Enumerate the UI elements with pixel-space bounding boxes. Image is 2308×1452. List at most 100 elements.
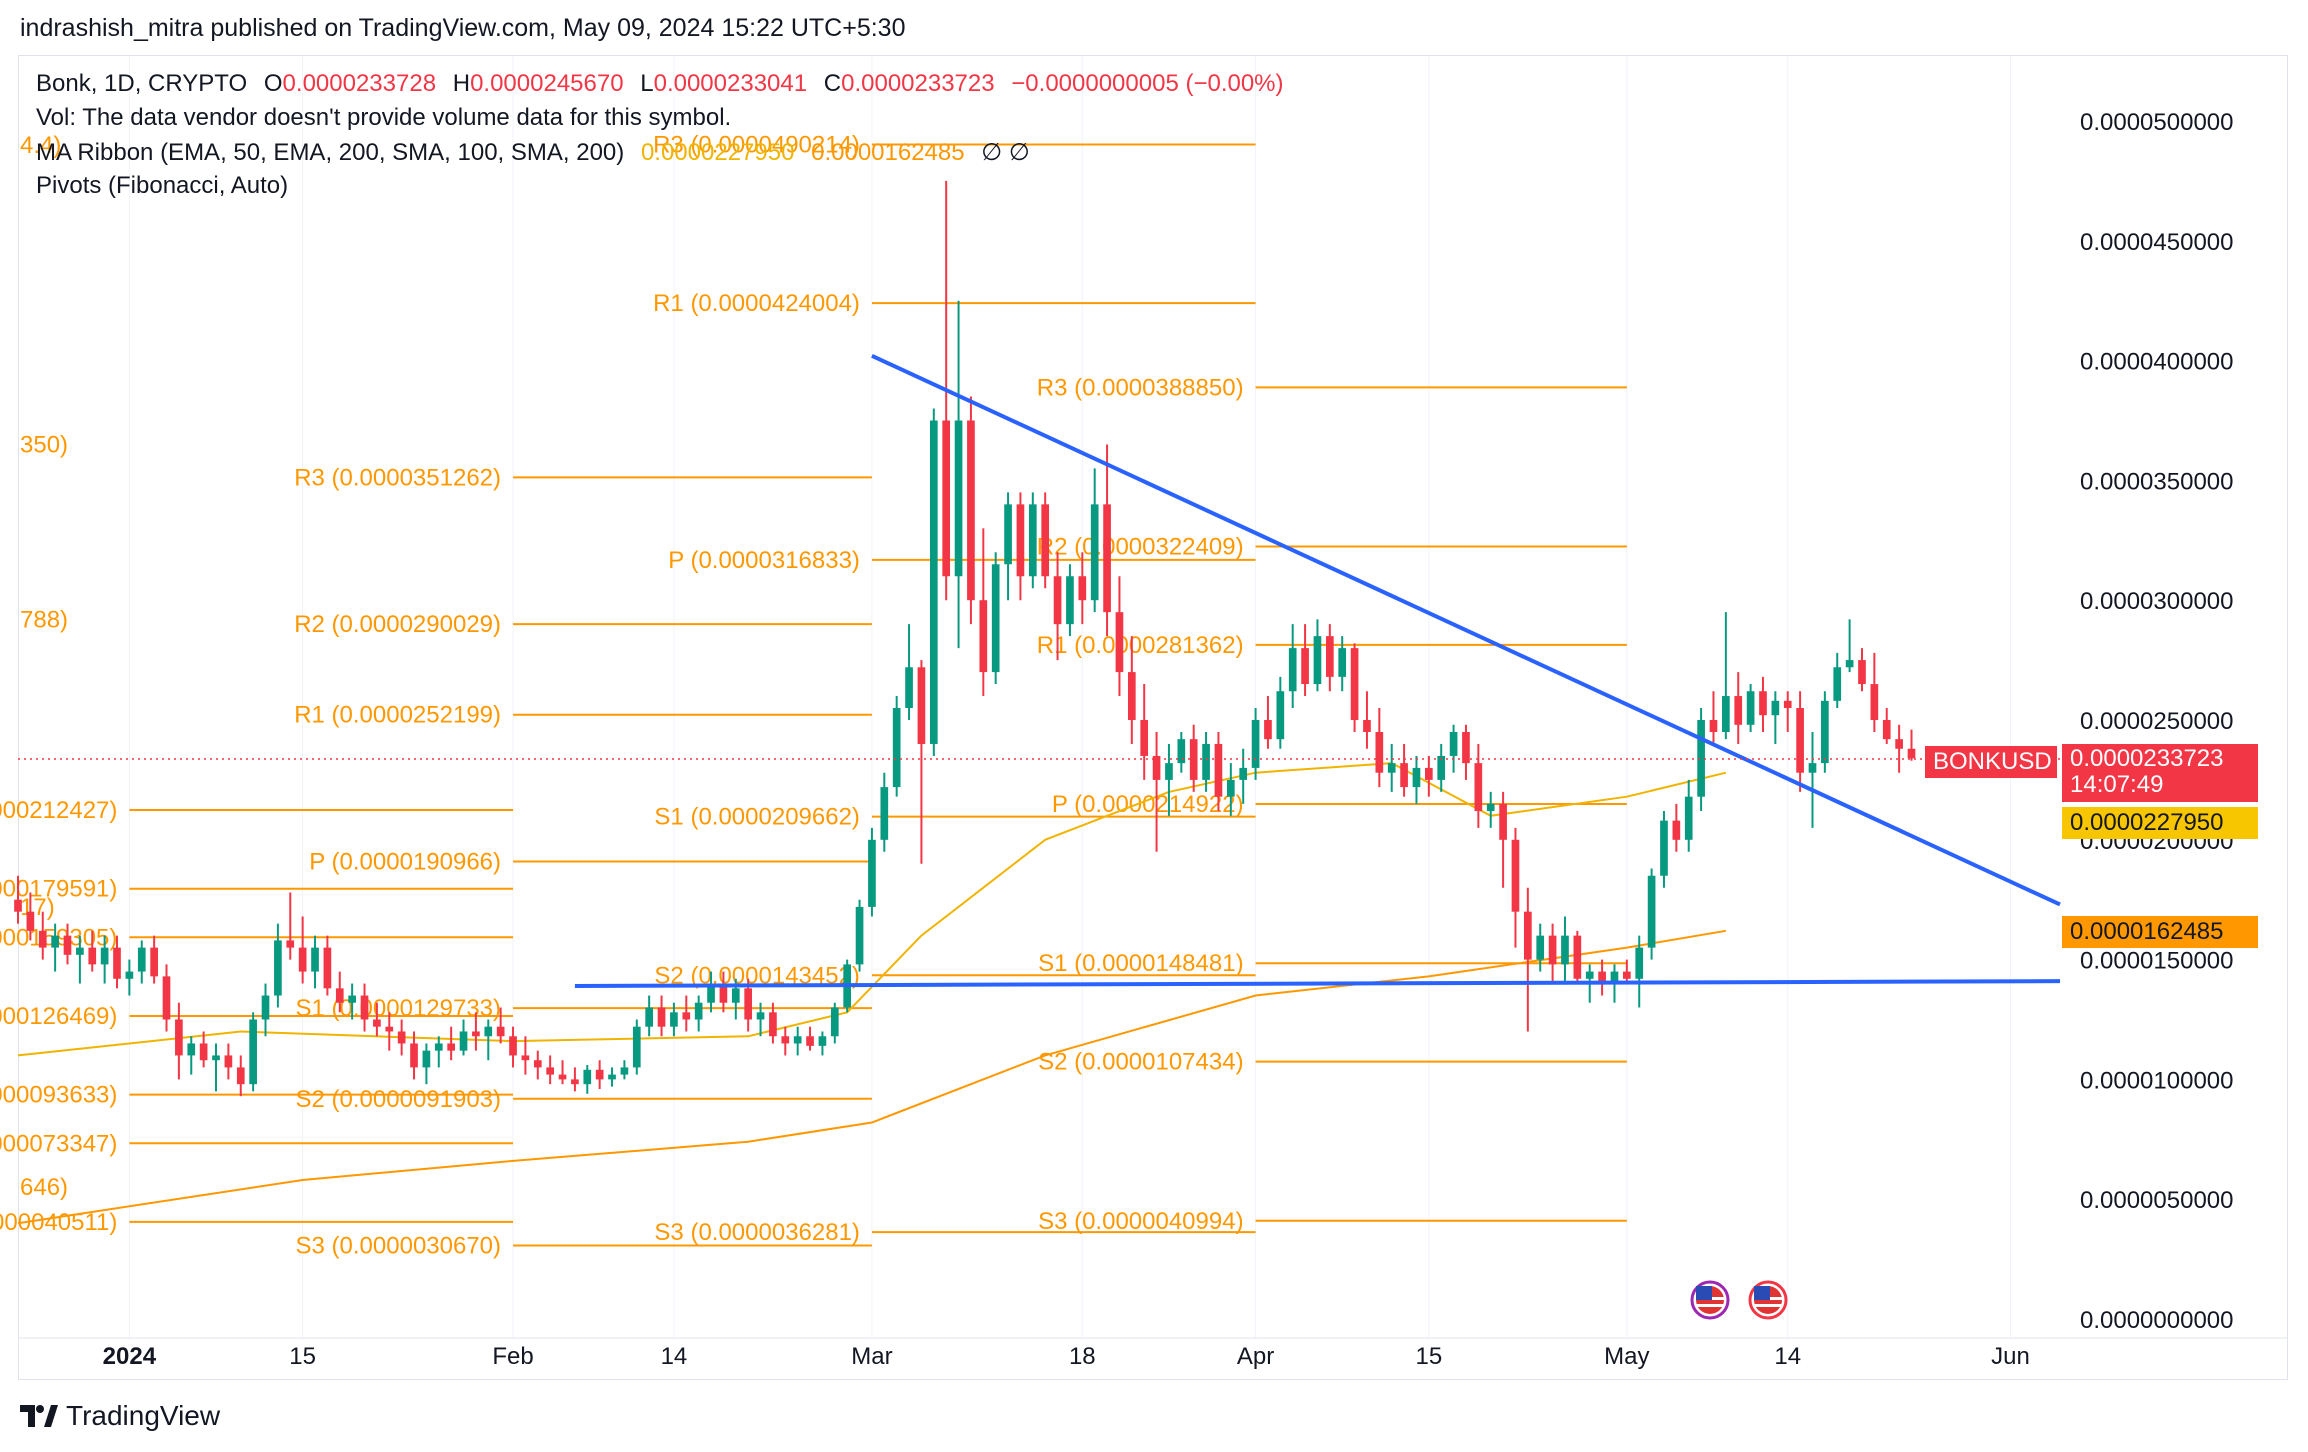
legend-ma1-value: 0.0000227950: [640, 139, 795, 166]
candle-body: [1028, 504, 1037, 577]
candle-body: [1400, 763, 1408, 788]
candle-body: [595, 1069, 604, 1080]
candle-body: [1486, 803, 1495, 812]
candle-body: [1078, 576, 1087, 601]
candle-body: [1363, 720, 1371, 732]
x-tick-label: 14: [661, 1343, 688, 1370]
candle-body: [1338, 648, 1347, 677]
symbol-price-tag: BONKUSD: [1925, 746, 2057, 778]
candle-body: [942, 420, 951, 577]
candle-body: [892, 708, 901, 788]
candle-body: [645, 1007, 654, 1027]
candle-body: [1524, 911, 1532, 960]
candle-body: [744, 988, 753, 1020]
candle-body: [175, 1019, 183, 1056]
candle-body: [348, 995, 356, 1003]
candle-body: [76, 947, 84, 955]
candle-body: [1722, 696, 1730, 732]
candle-body: [1561, 935, 1569, 965]
pivot-label-r3: R3 (0.0000351262): [294, 464, 501, 491]
candle-body: [1759, 691, 1767, 716]
pivot-label-s2: S2 (0.0000073347): [0, 1130, 117, 1157]
candle-body: [1660, 820, 1668, 876]
candle-body: [1635, 947, 1644, 979]
candle-body: [1264, 720, 1272, 740]
candle-body: [422, 1050, 431, 1068]
candle-body: [447, 1043, 455, 1051]
candle-body: [261, 995, 270, 1020]
candle-body: [1796, 708, 1804, 773]
candle-body: [1870, 684, 1879, 720]
y-tick-label: 0.0000150000: [2080, 948, 2234, 975]
legend-high: 0.0000245670: [470, 70, 624, 97]
candle-body: [929, 420, 938, 744]
candle-body: [546, 1067, 554, 1075]
candle-body: [14, 899, 22, 912]
candle-body: [571, 1079, 579, 1085]
legend-ma-ribbon[interactable]: MA Ribbon (EMA, 50, EMA, 200, SMA, 100, …: [36, 138, 1040, 167]
chart-frame[interactable]: [18, 55, 2288, 1380]
legend-ohlc: Bonk, 1D, CRYPTO O0.0000233728 H0.000024…: [36, 70, 1294, 98]
y-tick-label: 0.0000250000: [2080, 708, 2234, 735]
legend-pivots[interactable]: Pivots (Fibonacci, Auto): [36, 172, 289, 199]
candle-body: [1907, 748, 1916, 759]
y-tick-label: 0.0000400000: [2080, 349, 2234, 376]
pivot-label-s1: S1 (0.0000148481): [1038, 950, 1244, 977]
candle-body: [1189, 739, 1198, 780]
candle-body: [1115, 612, 1124, 673]
candle-body: [1226, 779, 1235, 797]
candle-body: [1103, 504, 1111, 613]
candle-body: [1251, 720, 1260, 768]
candle-body: [150, 947, 158, 977]
x-tick-label: May: [1604, 1343, 1649, 1370]
legend-low: 0.0000233041: [653, 70, 808, 97]
candle-body: [1288, 648, 1297, 692]
legend-c-label: C: [823, 70, 842, 97]
candle-body: [1697, 720, 1705, 797]
candle-body: [1623, 971, 1631, 979]
candle-body: [113, 947, 121, 979]
pivot-label-clipped: 17): [20, 894, 55, 921]
legend-o-label: O: [263, 70, 283, 97]
candle-body: [682, 1012, 691, 1020]
x-tick-label: 2024: [103, 1343, 157, 1370]
pivot-label-r2: R2 (0.0000290029): [294, 611, 501, 638]
candle-body: [1090, 504, 1099, 601]
candle-body: [434, 1043, 443, 1051]
legend-symbol[interactable]: Bonk, 1D, CRYPTO: [36, 70, 248, 97]
pivot-label-s1: S1 (0.0000209662): [654, 804, 860, 831]
candle-body: [1053, 576, 1062, 625]
trendlines: [18, 353, 2061, 988]
candle-body: [657, 1007, 666, 1027]
candles: [14, 180, 1916, 1097]
candle-body: [1610, 971, 1619, 984]
tradingview-logo[interactable]: TradingView: [20, 1400, 220, 1432]
us-flag-icon[interactable]: [1748, 1280, 1788, 1320]
candle-body: [521, 1055, 530, 1061]
y-tick-label: 0.0000100000: [2080, 1067, 2234, 1094]
candle-body: [1214, 743, 1223, 797]
candle-body: [855, 906, 864, 965]
y-tick-label: 0.0000050000: [2080, 1187, 2234, 1214]
candle-body: [880, 787, 889, 840]
pivot-label-s1: S1 (0.0000093633): [0, 1082, 117, 1109]
us-flag-icon[interactable]: [1690, 1280, 1730, 1320]
candle-body: [459, 1031, 468, 1051]
candle-body: [1462, 731, 1470, 764]
candle-body: [1412, 767, 1421, 788]
candle-body: [1004, 504, 1012, 565]
pivot-label-p: P (0.0000126469): [0, 1003, 117, 1030]
pivot-label-clipped: 350): [20, 431, 68, 458]
candle-body: [1239, 767, 1248, 780]
x-tick-label: Mar: [851, 1343, 892, 1370]
candle-body: [1808, 763, 1817, 773]
pivot-label-p: P (0.0000316833): [668, 547, 860, 574]
x-tick-label: 15: [1415, 1343, 1442, 1370]
candle-body: [286, 940, 295, 948]
pivot-label-s2: S2 (0.0000091903): [296, 1086, 502, 1113]
pivot-label-s3: S3 (0.0000040994): [1038, 1208, 1244, 1235]
candle-body: [533, 1060, 542, 1068]
candle-body: [51, 935, 59, 948]
y-tick-label: 0.0000350000: [2080, 468, 2234, 495]
